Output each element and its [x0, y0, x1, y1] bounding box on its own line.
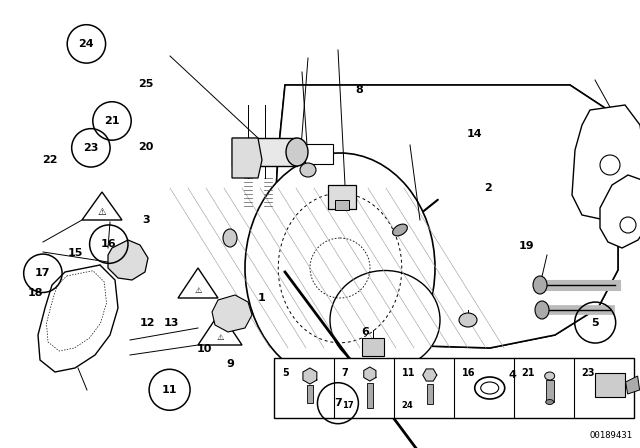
Text: 3: 3: [142, 215, 150, 225]
Text: 5: 5: [282, 368, 289, 378]
Ellipse shape: [330, 271, 440, 370]
Text: 21: 21: [104, 116, 120, 126]
Ellipse shape: [223, 229, 237, 247]
Bar: [232, 138, 297, 166]
Text: 8: 8: [356, 86, 364, 95]
Text: 23: 23: [83, 143, 99, 153]
Text: 23: 23: [582, 368, 595, 378]
Ellipse shape: [545, 372, 555, 380]
Bar: [274, 358, 634, 418]
Text: 6: 6: [361, 327, 369, 336]
Text: 17: 17: [342, 401, 353, 410]
Bar: [546, 380, 554, 402]
Text: 10: 10: [197, 344, 212, 353]
Polygon shape: [82, 192, 122, 220]
Text: ⚠: ⚠: [98, 207, 106, 217]
Bar: [328, 185, 356, 209]
Bar: [305, 144, 333, 164]
Text: 22: 22: [42, 155, 58, 165]
Text: 15: 15: [67, 248, 83, 258]
Ellipse shape: [286, 138, 308, 166]
Ellipse shape: [533, 276, 547, 294]
Polygon shape: [178, 268, 218, 298]
Bar: [367, 383, 373, 408]
Ellipse shape: [245, 153, 435, 383]
Polygon shape: [198, 312, 242, 345]
Polygon shape: [212, 295, 252, 332]
Ellipse shape: [546, 400, 554, 405]
Ellipse shape: [535, 301, 549, 319]
FancyBboxPatch shape: [595, 373, 625, 397]
Text: ⚠: ⚠: [195, 285, 202, 294]
Text: 13: 13: [164, 318, 179, 327]
Text: 19: 19: [518, 241, 534, 251]
Polygon shape: [275, 85, 618, 348]
Text: 20: 20: [138, 142, 154, 152]
Text: 24: 24: [402, 401, 413, 410]
Text: 5: 5: [591, 318, 599, 327]
Polygon shape: [600, 175, 640, 248]
Polygon shape: [423, 369, 436, 381]
Polygon shape: [108, 240, 148, 280]
Ellipse shape: [392, 224, 408, 236]
Text: 21: 21: [522, 368, 535, 378]
Polygon shape: [303, 368, 317, 384]
Text: 7: 7: [342, 368, 349, 378]
Text: 1: 1: [257, 293, 265, 303]
Bar: [362, 338, 384, 356]
Text: 17: 17: [35, 268, 51, 278]
Text: 11: 11: [162, 385, 177, 395]
Bar: [335, 200, 349, 210]
Text: O0189431: O0189431: [589, 431, 632, 440]
Text: 11: 11: [402, 368, 415, 378]
Text: 18: 18: [28, 289, 43, 298]
Polygon shape: [572, 105, 640, 220]
Polygon shape: [38, 265, 118, 372]
Text: 16: 16: [101, 239, 116, 249]
Text: 14: 14: [467, 129, 483, 138]
Text: 7: 7: [334, 398, 342, 408]
Text: 9: 9: [227, 359, 234, 369]
Polygon shape: [626, 376, 639, 394]
Text: 25: 25: [138, 79, 154, 89]
Text: 12: 12: [140, 318, 155, 327]
Polygon shape: [364, 367, 376, 381]
Text: 16: 16: [462, 368, 476, 378]
Text: 24: 24: [79, 39, 94, 49]
Polygon shape: [275, 85, 618, 348]
Text: ⚠: ⚠: [216, 332, 224, 341]
Polygon shape: [232, 138, 262, 178]
Text: 2: 2: [484, 183, 492, 193]
Bar: [427, 384, 433, 404]
Text: 4: 4: [508, 370, 516, 380]
Bar: [307, 385, 313, 403]
Ellipse shape: [300, 163, 316, 177]
Ellipse shape: [459, 313, 477, 327]
